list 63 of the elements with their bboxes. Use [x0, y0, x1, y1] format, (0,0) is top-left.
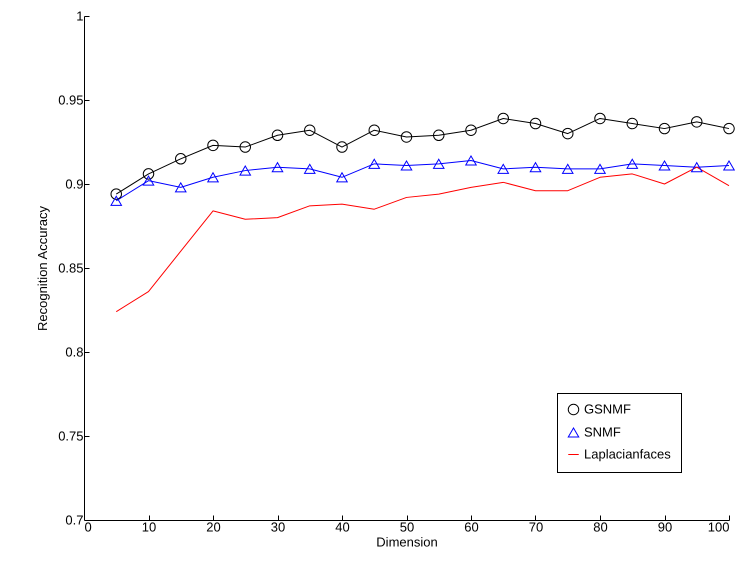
point	[272, 130, 284, 142]
point	[336, 141, 348, 153]
point	[400, 160, 412, 171]
point	[658, 122, 670, 134]
y-tick-label: 0.75	[58, 428, 84, 444]
point	[142, 168, 154, 180]
y-tick-label: 0.8	[65, 344, 84, 360]
point	[691, 162, 702, 172]
point	[433, 130, 444, 142]
point	[207, 140, 219, 152]
point	[142, 176, 154, 186]
point	[562, 128, 574, 140]
point	[562, 164, 574, 174]
point	[175, 153, 186, 165]
point	[465, 124, 477, 136]
point	[368, 124, 380, 136]
point	[175, 182, 186, 192]
x-tick-label: 60	[464, 520, 479, 534]
point	[594, 112, 606, 124]
point	[110, 196, 122, 206]
point	[530, 162, 542, 172]
point	[498, 112, 509, 124]
legend-label: SNMF	[584, 424, 621, 440]
point	[465, 155, 477, 166]
point	[530, 118, 542, 130]
point	[272, 162, 284, 172]
legend-label: GSNMF	[584, 402, 631, 416]
point	[110, 188, 122, 200]
x-tick-label: 10	[142, 520, 156, 534]
point	[433, 158, 444, 169]
point	[336, 172, 348, 182]
point	[240, 141, 251, 153]
x-tick-label: 90	[658, 520, 672, 534]
y-tick-label: 1	[76, 8, 84, 24]
x-tick-label: 100	[708, 520, 730, 534]
point	[691, 116, 702, 128]
x-tick-label: 0	[84, 520, 92, 534]
y-tick-label: 0.95	[58, 92, 84, 108]
point	[304, 164, 316, 174]
point	[658, 160, 670, 171]
point	[594, 164, 606, 174]
y-axis-title: Recognition Accuracy	[35, 205, 50, 332]
x-axis-title: Dimension	[376, 534, 438, 550]
point	[207, 172, 219, 182]
point	[626, 118, 638, 130]
x-tick-label: 40	[335, 520, 350, 534]
point	[304, 124, 316, 136]
point	[723, 122, 735, 134]
x-tick-label: 50	[400, 520, 414, 534]
x-tick-label: 20	[206, 520, 221, 534]
x-tick-label: 70	[528, 520, 544, 534]
y-tick-label: 0.85	[58, 260, 84, 276]
point	[240, 166, 251, 176]
x-tick-label: 80	[593, 520, 608, 534]
point	[368, 158, 380, 169]
point	[498, 164, 509, 174]
point	[723, 160, 735, 171]
point	[400, 131, 412, 143]
legend-label: Laplacianfaces	[584, 446, 672, 462]
x-tick-label: 30	[270, 520, 286, 534]
y-tick-label: 0.9	[65, 176, 84, 192]
y-tick-label: 0.7	[65, 512, 84, 528]
point	[626, 158, 638, 169]
